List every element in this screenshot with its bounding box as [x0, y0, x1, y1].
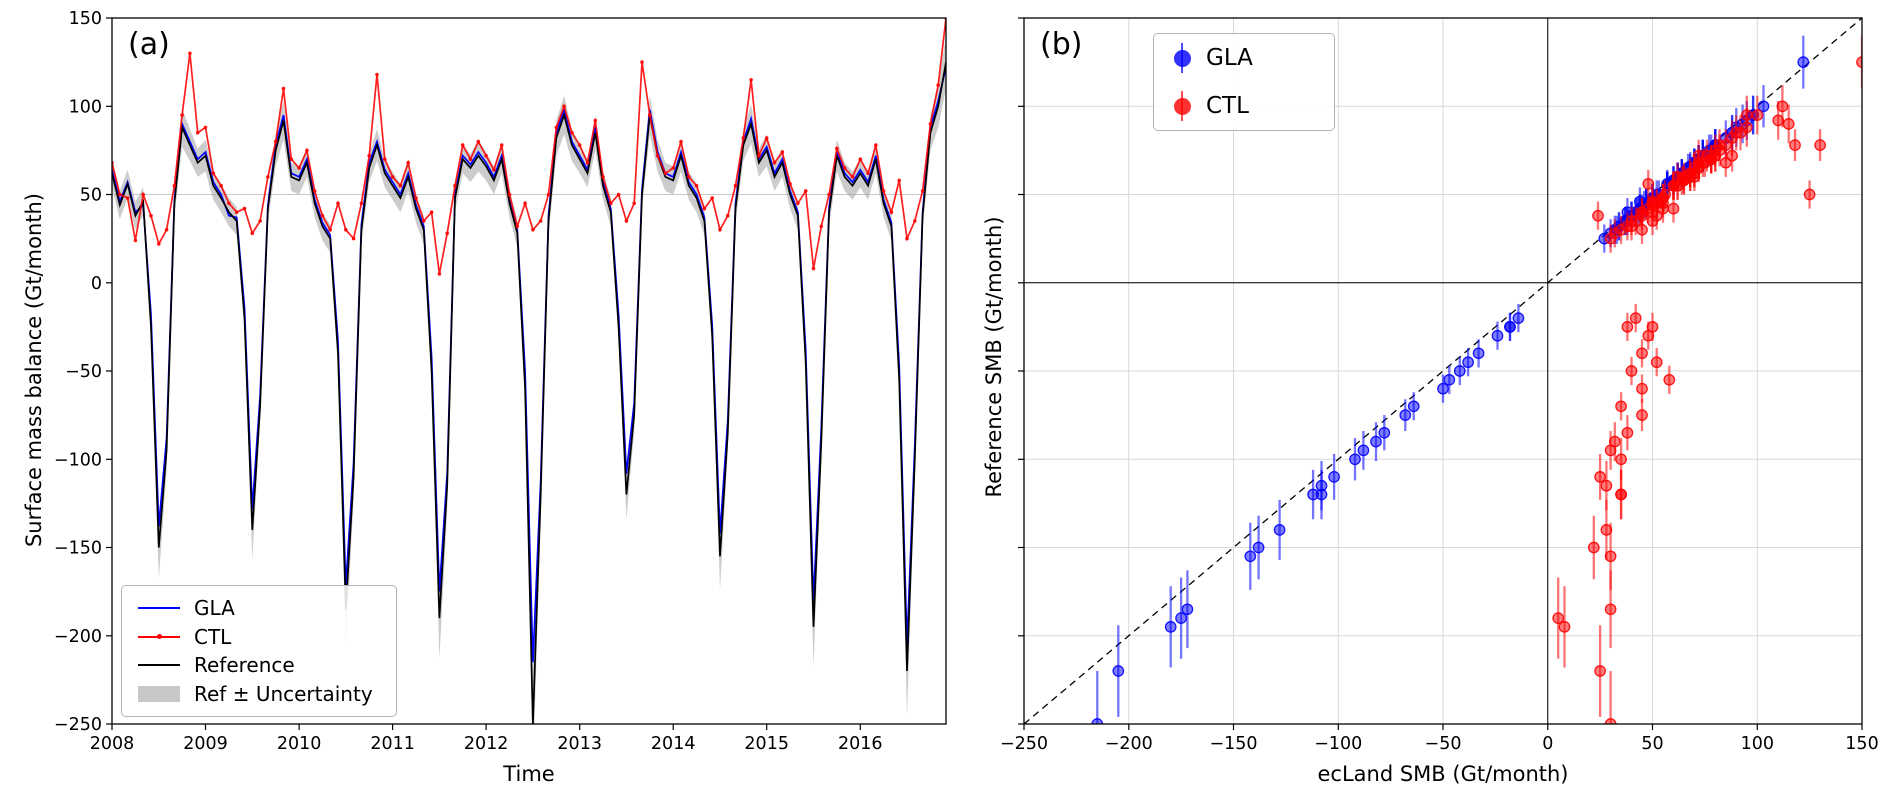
svg-text:0: 0: [1542, 734, 1553, 754]
ctl-marker-sample: [1172, 90, 1192, 122]
svg-text:50: 50: [1641, 734, 1663, 754]
svg-text:2010: 2010: [277, 734, 322, 754]
panel-a-letter: (a): [128, 27, 170, 62]
svg-text:150: 150: [1845, 734, 1878, 754]
panel-a-data: [112, 18, 946, 724]
panel-b-xlabel: ecLand SMB (Gt/month): [1317, 762, 1569, 786]
ctl-line-sample: [138, 634, 180, 640]
gla-line-sample: [138, 607, 180, 609]
legend-item-ctl-scatter: CTL: [1172, 90, 1316, 122]
legend-label-ctl-scatter: CTL: [1206, 93, 1249, 119]
legend-item-gla: GLA: [138, 596, 380, 620]
gla-points: [1091, 35, 1810, 724]
svg-text:2014: 2014: [651, 734, 696, 754]
uncertainty-patch-sample: [138, 685, 180, 702]
legend-label-reference: Reference: [194, 653, 295, 678]
legend-label-uncertainty: Ref ± Uncertainty: [194, 681, 373, 706]
panel-a-xlabel: Time: [503, 762, 555, 786]
legend-item-gla-scatter: GLA: [1172, 42, 1316, 74]
svg-text:2012: 2012: [464, 734, 509, 754]
svg-text:2016: 2016: [838, 734, 883, 754]
panel-b-data: [1024, 18, 1862, 724]
svg-text:−50: −50: [1425, 734, 1462, 754]
panel-b-ylabel: Reference SMB (Gt/month): [982, 216, 1006, 498]
svg-text:2011: 2011: [370, 734, 415, 754]
legend-label-gla-scatter: GLA: [1206, 45, 1253, 71]
gla-marker-sample: [1172, 42, 1192, 74]
svg-text:−200: −200: [54, 627, 102, 647]
legend-item-ctl: CTL: [138, 625, 380, 649]
svg-text:0: 0: [91, 274, 102, 294]
svg-text:−50: −50: [65, 362, 102, 382]
svg-text:−250: −250: [54, 715, 102, 735]
panel-a-ylabel: Surface mass balance (Gt/month): [22, 192, 46, 548]
reference-line-sample: [138, 664, 180, 667]
svg-text:2015: 2015: [744, 734, 789, 754]
svg-text:−100: −100: [54, 450, 102, 470]
svg-text:−250: −250: [1000, 734, 1048, 754]
svg-text:2009: 2009: [183, 734, 228, 754]
svg-text:2013: 2013: [557, 734, 602, 754]
legend-label-gla: GLA: [194, 596, 235, 620]
svg-text:100: 100: [69, 97, 102, 117]
svg-text:−150: −150: [54, 539, 102, 559]
ctl-points: [1552, 35, 1862, 724]
legend-item-uncertainty: Ref ± Uncertainty: [138, 682, 380, 706]
svg-text:100: 100: [1741, 734, 1774, 754]
panel-b-axes: −250 −200 −150 −100 −50 0 50 100 150: [1000, 17, 1879, 754]
panel-b-letter: (b): [1040, 27, 1083, 62]
panel-a-axes: 2008 2009 2010 2011 2012 2013 2014 2015 2016 −250…: [54, 9, 947, 754]
svg-text:2008: 2008: [90, 734, 135, 754]
svg-text:−200: −200: [1105, 734, 1153, 754]
reference-line: [112, 61, 946, 724]
legend-panel-b: GLA CTL: [1153, 33, 1335, 131]
ctl-line: [112, 18, 946, 275]
legend-panel-a: GLA CTL Reference Ref ± Uncertainty: [121, 585, 397, 717]
ctl-line-markers: [112, 18, 946, 276]
svg-text:50: 50: [80, 186, 102, 206]
svg-text:150: 150: [69, 9, 102, 29]
legend-item-reference: Reference: [138, 653, 380, 677]
legend-label-ctl: CTL: [194, 624, 232, 649]
svg-text:−150: −150: [1209, 734, 1257, 754]
svg-text:−100: −100: [1314, 734, 1362, 754]
